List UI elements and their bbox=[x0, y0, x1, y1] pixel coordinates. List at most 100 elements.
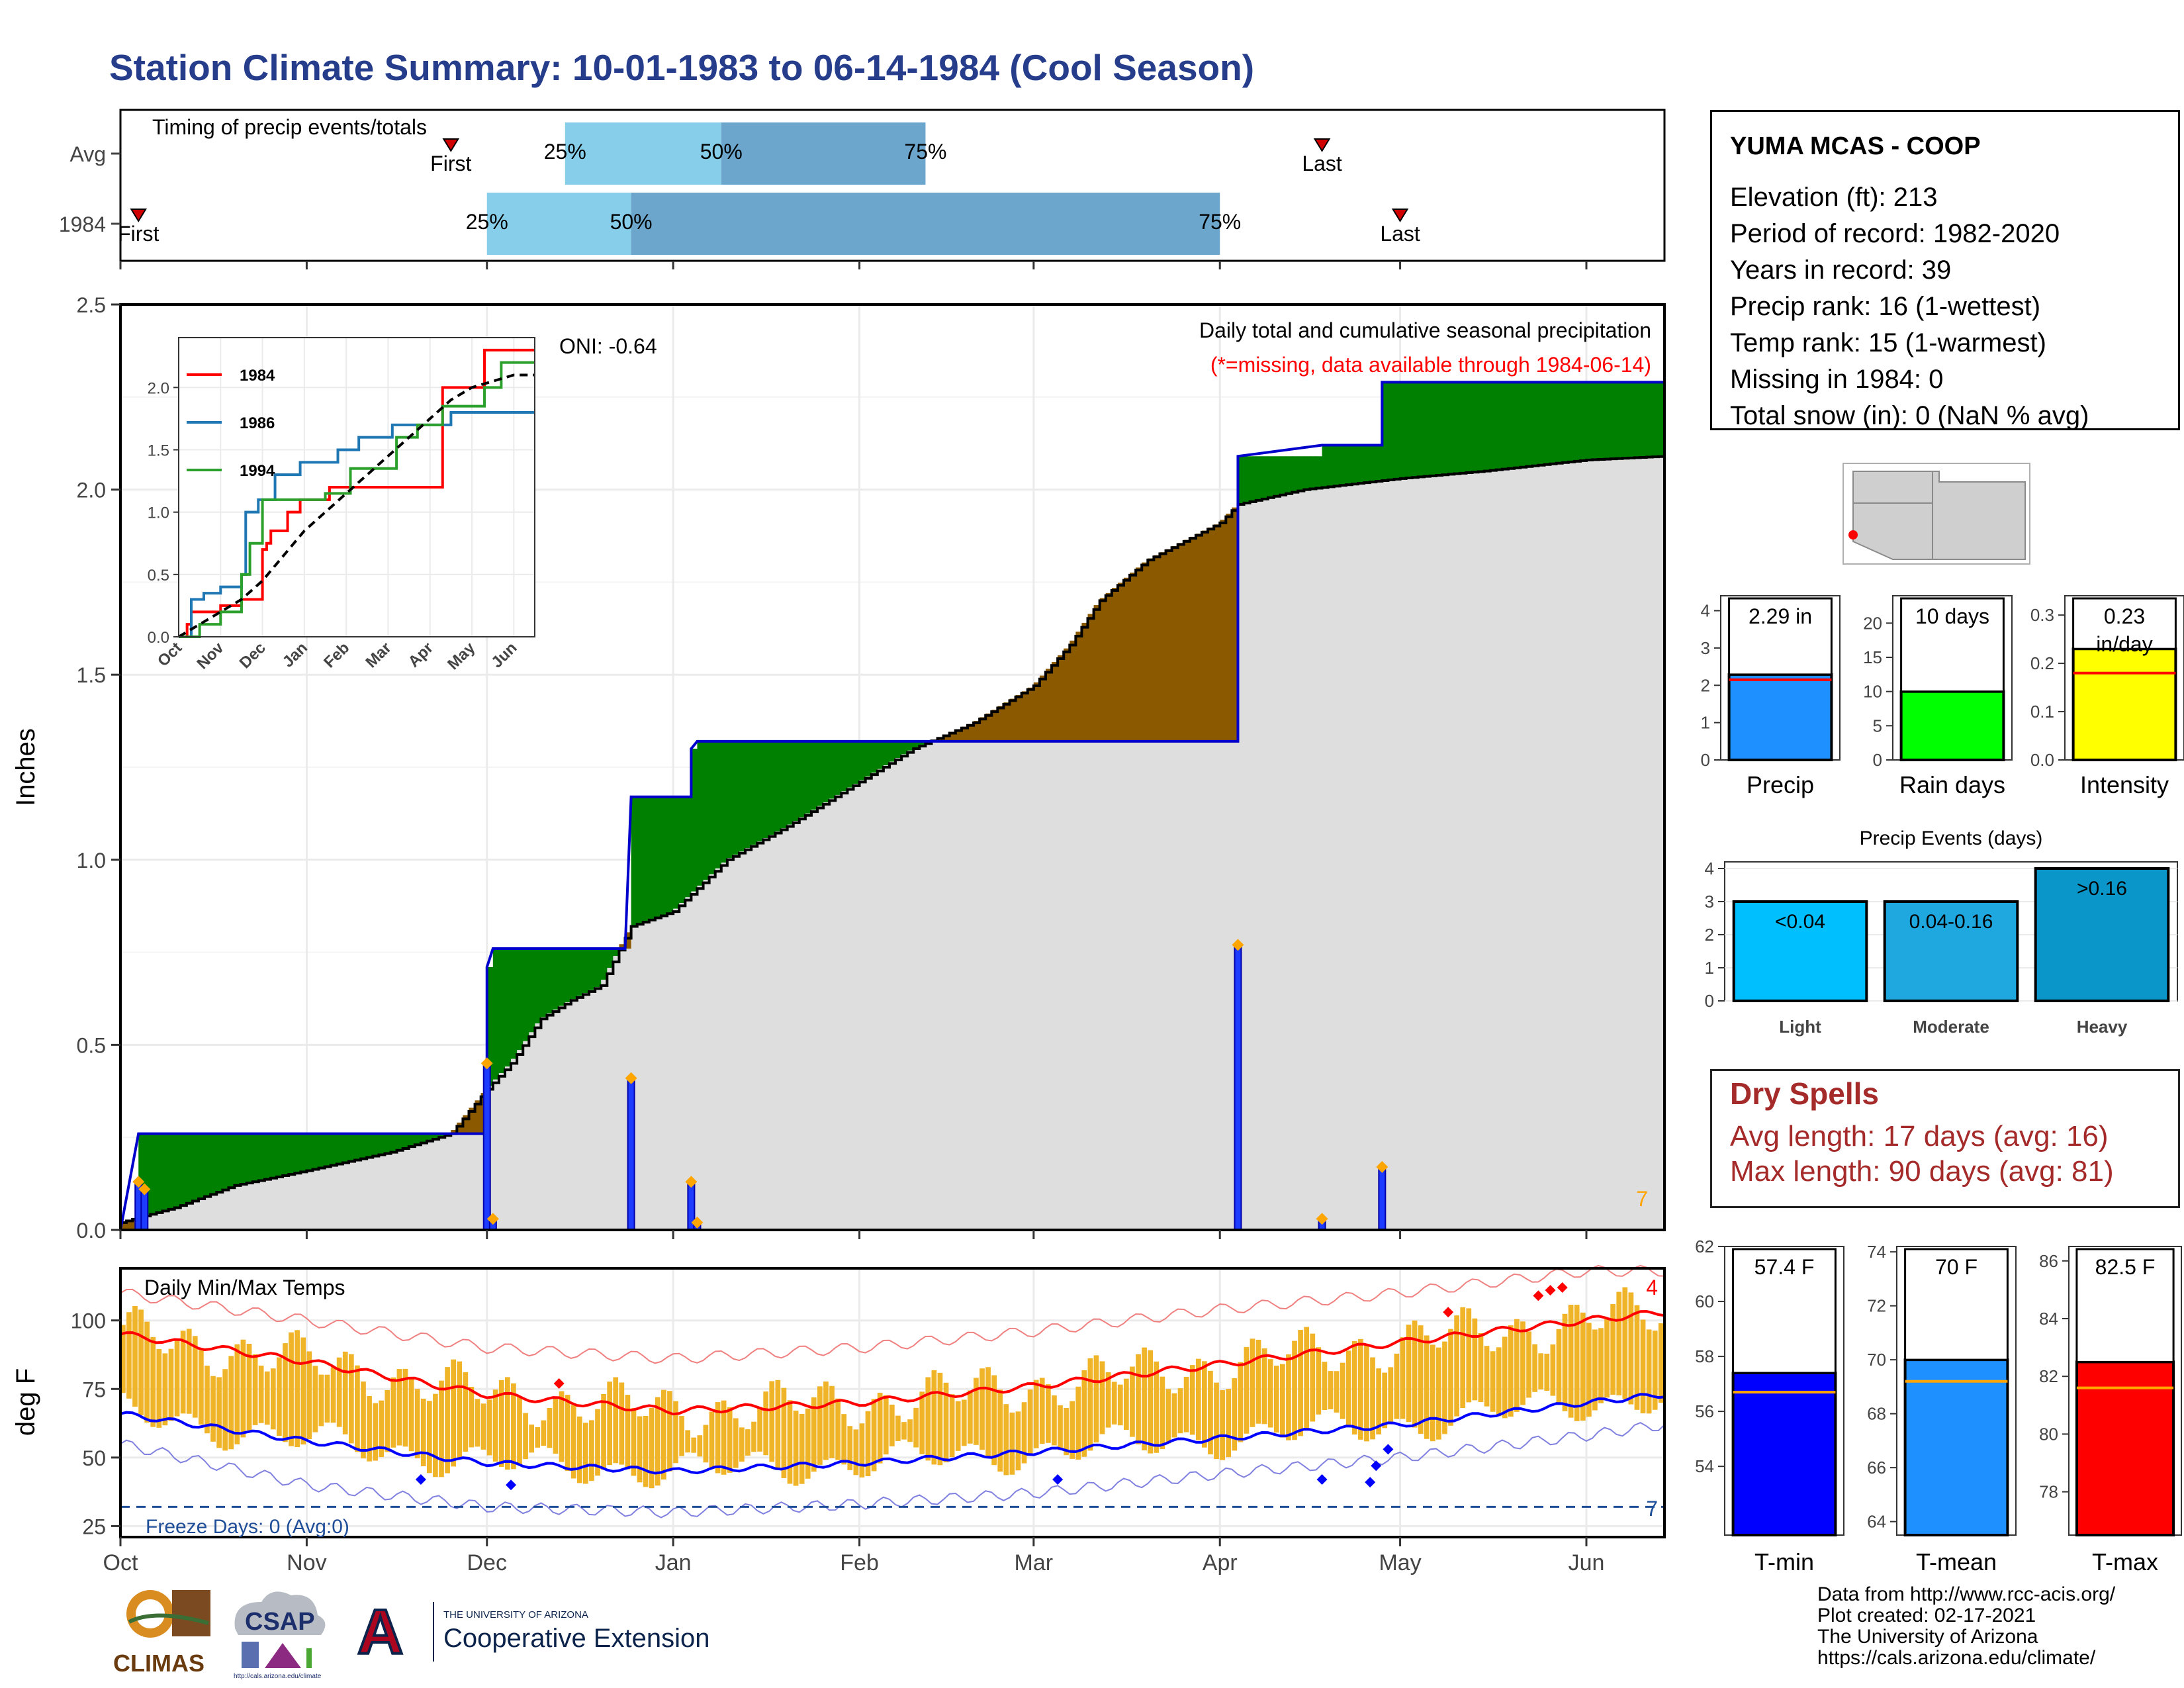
precip-base-fill bbox=[414, 1143, 422, 1230]
daily-temp-bar bbox=[655, 1397, 660, 1486]
daily-temp-bar bbox=[1376, 1368, 1381, 1434]
precip-base-fill bbox=[1003, 741, 1011, 1230]
precip-base-fill bbox=[168, 1208, 175, 1230]
precip-base-fill bbox=[1382, 480, 1389, 1230]
precip-anomaly-fill bbox=[1064, 648, 1070, 741]
ua-block-a-icon: A bbox=[357, 1597, 403, 1667]
precip-base-fill bbox=[1015, 741, 1023, 1230]
daily-temp-bar bbox=[883, 1395, 889, 1455]
daily-temp-bar bbox=[336, 1357, 342, 1427]
record-low-marker bbox=[506, 1479, 517, 1491]
precip-anomaly-fill bbox=[1574, 382, 1581, 461]
precip-anomaly-fill bbox=[1334, 445, 1341, 486]
precip-events-y-tick-label: 1 bbox=[1705, 958, 1714, 978]
precip-anomaly-fill bbox=[457, 1122, 464, 1134]
precip-base-fill bbox=[1160, 741, 1167, 1230]
daily-temp-bar bbox=[1003, 1404, 1009, 1476]
temp-y-tick-label: 50 bbox=[82, 1446, 106, 1470]
daily-temp-bar bbox=[330, 1367, 336, 1423]
daily-temp-bar bbox=[1334, 1371, 1340, 1413]
precip-anomaly-fill bbox=[330, 1133, 338, 1165]
precip-anomaly-fill bbox=[1045, 669, 1052, 741]
station-period: Period of record: 1982-2020 bbox=[1730, 219, 2060, 248]
precip-base-fill bbox=[451, 1133, 457, 1230]
precip-anomaly-fill bbox=[426, 1133, 433, 1141]
precip-base-fill bbox=[1081, 741, 1089, 1230]
daily-temp-bar bbox=[1646, 1329, 1652, 1414]
daily-temp-bar bbox=[1099, 1361, 1105, 1434]
precip-anomaly-fill bbox=[210, 1133, 217, 1194]
precip-events-y-tick-label: 2 bbox=[1705, 925, 1714, 945]
precip-base-fill bbox=[961, 741, 968, 1230]
precip-base-fill bbox=[1183, 741, 1191, 1230]
precip-base-fill bbox=[601, 979, 608, 1230]
daily-temp-bar bbox=[361, 1382, 366, 1459]
precip-anomaly-fill bbox=[1015, 694, 1023, 741]
last-event-label: Last bbox=[1380, 222, 1420, 246]
precip-base-fill bbox=[1586, 459, 1593, 1230]
temp-y-tick-label: 62 bbox=[1695, 1237, 1714, 1256]
precip-base-fill bbox=[1556, 463, 1563, 1230]
daily-temp-bar bbox=[162, 1353, 168, 1426]
daily-temp-bar bbox=[379, 1400, 385, 1458]
precip-anomaly-fill bbox=[1634, 382, 1641, 458]
precip-anomaly-fill bbox=[625, 932, 632, 949]
precip-base-fill bbox=[385, 1152, 392, 1230]
precip-base-fill bbox=[769, 835, 776, 1230]
precip-anomaly-fill bbox=[643, 796, 650, 921]
daily-temp-bar bbox=[156, 1349, 162, 1428]
daily-temp-bar bbox=[126, 1312, 132, 1399]
precip-anomaly-fill bbox=[1052, 662, 1058, 741]
record-low-marker bbox=[1383, 1444, 1394, 1455]
daily-temp-bar bbox=[1226, 1389, 1232, 1458]
precip-anomaly-fill bbox=[535, 949, 542, 1023]
precip-anomaly-fill bbox=[379, 1133, 386, 1154]
precip-anomaly-fill bbox=[1526, 382, 1533, 467]
precip-base-fill bbox=[997, 741, 1005, 1230]
precip-summary-y-tick-label: 2 bbox=[1701, 675, 1710, 695]
precip-anomaly-fill bbox=[1261, 456, 1269, 498]
precip-anomaly-fill bbox=[565, 949, 572, 1003]
precip-anomaly-fill bbox=[1430, 382, 1437, 476]
daily-temp-bar bbox=[1081, 1370, 1087, 1457]
precip-anomaly-fill bbox=[679, 796, 686, 904]
precip-anomaly-fill bbox=[246, 1133, 253, 1183]
precip-anomaly-fill bbox=[582, 949, 590, 994]
daily-precip-marker bbox=[1316, 1213, 1328, 1225]
daily-temp-bar bbox=[1538, 1353, 1544, 1389]
precip-base-fill bbox=[390, 1151, 398, 1230]
rain-days-summary-y-tick-label: 5 bbox=[1873, 716, 1882, 735]
precip-base-fill bbox=[1580, 460, 1587, 1230]
daily-temp-bar bbox=[1454, 1315, 1459, 1417]
daily-temp-bar bbox=[589, 1420, 594, 1481]
precip-base-fill bbox=[1123, 741, 1130, 1230]
precip-anomaly-fill bbox=[1628, 382, 1635, 458]
precip-anomaly-fill bbox=[1406, 382, 1413, 478]
precip-anomaly-fill bbox=[1550, 382, 1557, 464]
precip-y-axis-label: Inches bbox=[11, 728, 40, 806]
precip-base-fill bbox=[1514, 467, 1521, 1231]
precip-base-fill bbox=[1064, 741, 1070, 1230]
month-label: Feb bbox=[840, 1550, 879, 1575]
precip-anomaly-fill bbox=[805, 741, 812, 814]
precip-base-fill bbox=[463, 1133, 470, 1230]
daily-temp-bar bbox=[667, 1391, 672, 1472]
daily-temp-bar bbox=[1496, 1347, 1502, 1417]
university-arizona-logo: A THE UNIVERSITY OF ARIZONA Cooperative … bbox=[356, 1595, 709, 1669]
precip-anomaly-fill bbox=[1267, 456, 1275, 497]
daily-temp-bar bbox=[289, 1332, 294, 1446]
daily-temp-bar bbox=[1261, 1348, 1267, 1425]
precip-base-fill bbox=[367, 1156, 373, 1230]
record-high-marker bbox=[1557, 1282, 1568, 1293]
precip-anomaly-fill bbox=[901, 741, 908, 755]
precip-anomaly-fill bbox=[883, 741, 890, 766]
daily-temp-bar bbox=[1177, 1388, 1183, 1434]
credit-university: The University of Arizona bbox=[1817, 1626, 2038, 1648]
credit-plot-created: Plot created: 02-17-2021 bbox=[1817, 1605, 2036, 1626]
daily-temp-bar bbox=[1183, 1376, 1189, 1432]
precip-anomaly-fill bbox=[258, 1133, 265, 1180]
temp-y-tick-label: 56 bbox=[1695, 1401, 1714, 1421]
precip-anomaly-fill bbox=[469, 1107, 476, 1134]
precip-anomaly-fill bbox=[228, 1133, 236, 1187]
daily-temp-bar bbox=[559, 1391, 565, 1462]
